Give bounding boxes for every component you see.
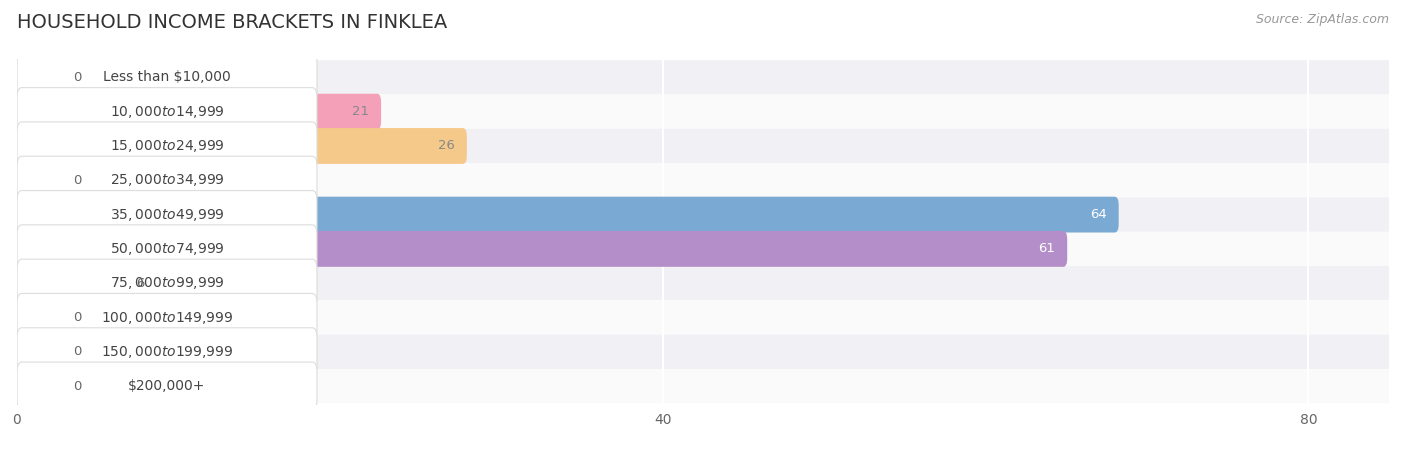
Text: $10,000 to $14,999: $10,000 to $14,999 <box>110 104 225 120</box>
FancyBboxPatch shape <box>17 53 316 101</box>
FancyBboxPatch shape <box>13 300 62 335</box>
FancyBboxPatch shape <box>17 88 316 136</box>
FancyBboxPatch shape <box>13 266 124 301</box>
FancyBboxPatch shape <box>17 300 1389 335</box>
Text: $50,000 to $74,999: $50,000 to $74,999 <box>110 241 225 257</box>
FancyBboxPatch shape <box>13 94 381 130</box>
FancyBboxPatch shape <box>17 259 316 307</box>
FancyBboxPatch shape <box>13 231 1067 267</box>
Text: HOUSEHOLD INCOME BRACKETS IN FINKLEA: HOUSEHOLD INCOME BRACKETS IN FINKLEA <box>17 14 447 32</box>
Text: $35,000 to $49,999: $35,000 to $49,999 <box>110 207 225 223</box>
Text: $200,000+: $200,000+ <box>128 379 205 393</box>
FancyBboxPatch shape <box>13 128 467 164</box>
Text: $100,000 to $149,999: $100,000 to $149,999 <box>101 310 233 325</box>
FancyBboxPatch shape <box>17 369 1389 403</box>
Text: $15,000 to $24,999: $15,000 to $24,999 <box>110 138 225 154</box>
FancyBboxPatch shape <box>17 163 1389 198</box>
FancyBboxPatch shape <box>17 328 316 376</box>
FancyBboxPatch shape <box>13 368 62 404</box>
FancyBboxPatch shape <box>17 335 1389 369</box>
Text: $75,000 to $99,999: $75,000 to $99,999 <box>110 275 225 291</box>
FancyBboxPatch shape <box>17 225 316 273</box>
FancyBboxPatch shape <box>17 198 1389 232</box>
FancyBboxPatch shape <box>17 156 316 204</box>
Text: 0: 0 <box>73 380 82 393</box>
Text: 0: 0 <box>73 71 82 84</box>
FancyBboxPatch shape <box>13 59 62 95</box>
Text: 6: 6 <box>136 277 145 290</box>
Text: 61: 61 <box>1038 243 1054 256</box>
FancyBboxPatch shape <box>17 129 1389 163</box>
FancyBboxPatch shape <box>17 94 1389 129</box>
FancyBboxPatch shape <box>17 122 316 170</box>
Text: 0: 0 <box>73 311 82 324</box>
FancyBboxPatch shape <box>13 334 62 370</box>
Text: $150,000 to $199,999: $150,000 to $199,999 <box>101 344 233 360</box>
FancyBboxPatch shape <box>17 232 1389 266</box>
FancyBboxPatch shape <box>17 293 316 342</box>
FancyBboxPatch shape <box>17 266 1389 300</box>
Text: Source: ZipAtlas.com: Source: ZipAtlas.com <box>1256 14 1389 27</box>
Text: 0: 0 <box>73 345 82 358</box>
Text: $25,000 to $34,999: $25,000 to $34,999 <box>110 172 225 188</box>
FancyBboxPatch shape <box>13 197 1119 233</box>
Text: Less than $10,000: Less than $10,000 <box>103 70 231 84</box>
Text: 0: 0 <box>73 174 82 187</box>
Text: 21: 21 <box>352 105 368 118</box>
Text: 26: 26 <box>437 140 454 153</box>
FancyBboxPatch shape <box>17 190 316 238</box>
Text: 64: 64 <box>1090 208 1107 221</box>
FancyBboxPatch shape <box>17 60 1389 94</box>
FancyBboxPatch shape <box>13 162 62 198</box>
FancyBboxPatch shape <box>17 362 316 410</box>
